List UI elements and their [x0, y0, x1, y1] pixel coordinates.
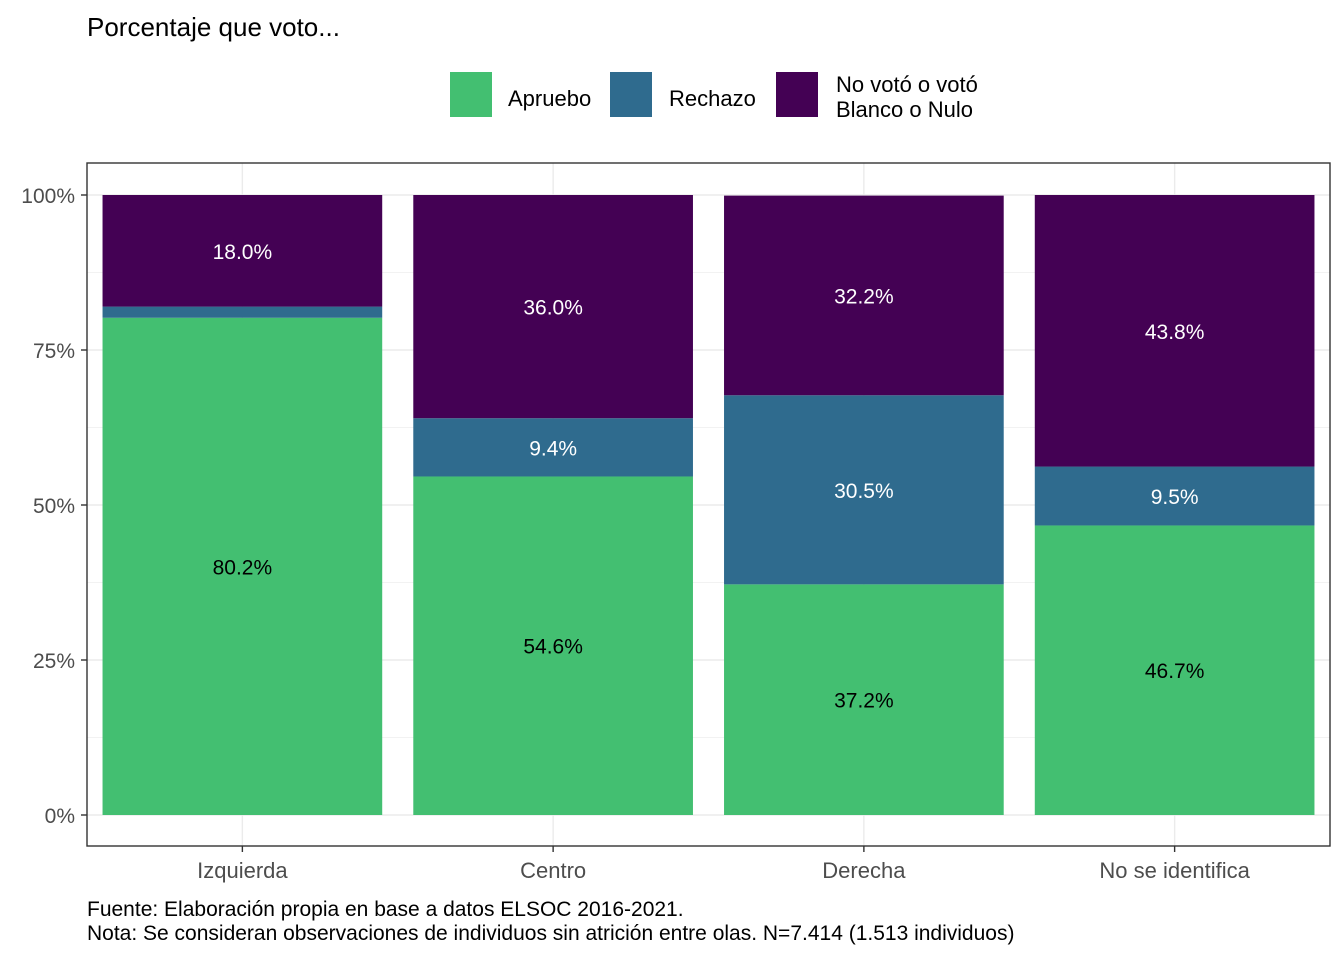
data-label: 9.5%: [1151, 486, 1199, 509]
data-label: 36.0%: [523, 297, 583, 320]
bar-segment: [102, 317, 383, 815]
bar-segment: [413, 418, 693, 477]
y-tick-label: 25%: [33, 650, 75, 673]
x-tick-label: Centro: [520, 858, 586, 883]
x-tick-label: Derecha: [822, 858, 906, 883]
chart-title: Porcentaje que voto...: [87, 12, 340, 42]
legend-key-apruebo: [450, 72, 492, 117]
bar-segment: [724, 195, 1004, 396]
data-label: 32.2%: [834, 285, 894, 308]
bar-segment: [102, 306, 383, 318]
data-label: 54.6%: [523, 636, 583, 659]
legend-label-apruebo: Apruebo: [508, 86, 592, 111]
legend-key-no-voto: [776, 72, 818, 117]
y-tick-label: 100%: [21, 185, 75, 208]
data-label: 43.8%: [1145, 321, 1205, 344]
data-label: 30.5%: [834, 480, 894, 503]
legend-label-no-voto: No votó o votó Blanco o Nulo: [836, 72, 978, 122]
x-tick-label: Izquierda: [197, 858, 288, 883]
data-label: 46.7%: [1145, 660, 1205, 683]
caption-source: Fuente: Elaboración propia en base a dat…: [87, 898, 684, 921]
legend-key-rechazo: [610, 72, 652, 117]
caption-note: Nota: Se consideran observaciones de ind…: [87, 922, 1015, 945]
y-tick-label: 0%: [45, 805, 75, 828]
bar-segment: [1034, 195, 1315, 467]
x-tick-label: No se identifica: [1099, 858, 1250, 883]
bar-segment: [724, 395, 1004, 585]
data-label: 80.2%: [213, 556, 273, 579]
bar-segment: [1034, 525, 1315, 815]
data-label: 9.4%: [529, 437, 577, 460]
bar-segment: [413, 476, 693, 815]
bar-segment: [1034, 466, 1315, 526]
bar-segment: [413, 195, 693, 419]
legend: Apruebo Rechazo No votó o votó Blanco o …: [0, 72, 1344, 122]
legend-label-rechazo: Rechazo: [669, 86, 756, 111]
data-label: 37.2%: [834, 690, 894, 713]
bar-segment: [102, 195, 383, 307]
y-tick-label: 50%: [33, 495, 75, 518]
y-tick-label: 75%: [33, 340, 75, 363]
data-label: 18.0%: [213, 241, 273, 264]
bar-segment: [724, 584, 1004, 815]
